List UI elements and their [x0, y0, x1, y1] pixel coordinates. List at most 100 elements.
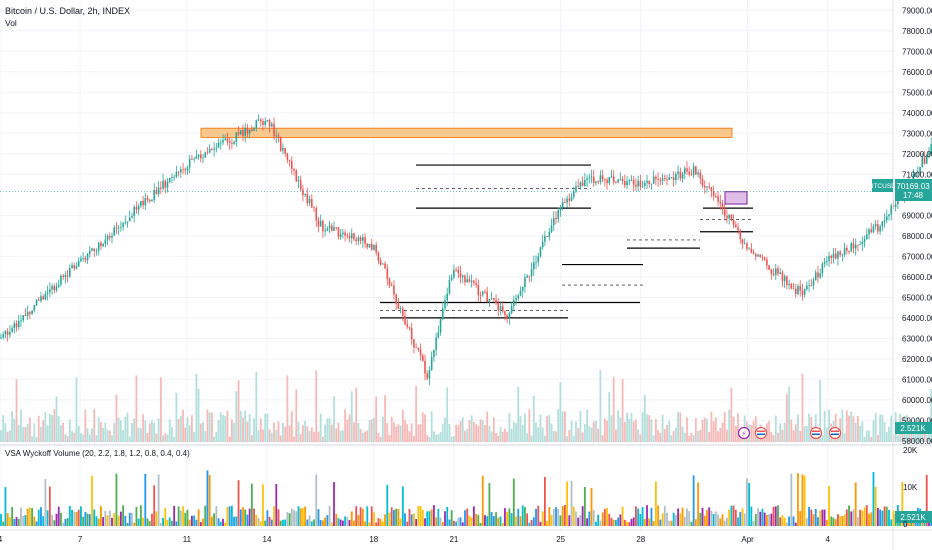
candle-body — [868, 229, 870, 235]
vsa-bar — [783, 517, 786, 526]
candle-body — [202, 157, 204, 159]
vsa-bar — [166, 520, 169, 526]
candle-body — [930, 144, 932, 153]
vsa-bar — [233, 516, 235, 526]
vsa-bar — [870, 512, 873, 526]
candle-body — [49, 289, 51, 293]
vsa-bar — [24, 515, 27, 526]
vsa-bar — [4, 487, 7, 526]
vsa-bar — [548, 507, 551, 526]
volume-bar — [801, 373, 804, 442]
us-flag-event-icon[interactable] — [754, 426, 768, 440]
candle-body — [219, 142, 222, 144]
volume-bar — [435, 434, 438, 442]
candle-body — [464, 275, 466, 283]
us-flag-event-icon[interactable] — [809, 426, 823, 440]
vsa-bar — [113, 513, 116, 526]
volume-bar — [641, 412, 644, 442]
volume-bar — [268, 429, 271, 442]
candle-body — [599, 175, 602, 182]
candle-body — [612, 176, 615, 183]
vsa-bar — [204, 505, 207, 526]
volume-bar — [297, 421, 300, 442]
volume-bar — [908, 432, 910, 442]
volume-bar — [879, 415, 882, 442]
volume-bar — [339, 430, 342, 442]
volume-bar — [586, 409, 588, 442]
us-flag-event-icon[interactable] — [828, 426, 842, 440]
volume-bar — [275, 430, 278, 442]
vsa-bar — [335, 513, 338, 526]
lightning-event-icon[interactable] — [737, 426, 751, 440]
volume-bar — [885, 432, 888, 442]
candle-body — [111, 235, 113, 238]
volume-bar — [117, 417, 120, 442]
vsa-bar — [33, 516, 36, 526]
candle-body — [586, 178, 588, 181]
volume-bar — [777, 432, 779, 442]
vsa-bar — [341, 520, 344, 526]
volume-bar — [792, 430, 795, 442]
vsa-bar — [157, 474, 160, 526]
candle-body — [46, 292, 49, 294]
vsa-bar — [570, 480, 573, 526]
vsa-bar — [674, 514, 677, 526]
volume-bar — [841, 409, 844, 442]
vsa-bar — [135, 506, 138, 526]
candle-body — [570, 197, 573, 201]
candle-body — [157, 187, 160, 195]
candle-body — [397, 303, 400, 309]
vsa-bar — [35, 521, 38, 526]
volume-bar — [204, 431, 207, 442]
candle-body — [708, 186, 710, 188]
candle-body — [131, 216, 133, 218]
volume-bar — [439, 431, 442, 442]
volume-bar — [635, 419, 637, 442]
vsa-bar — [888, 510, 890, 526]
candle-body — [488, 298, 491, 302]
vsa-bar — [60, 512, 62, 526]
candle-body — [866, 234, 868, 239]
vsa-bar — [526, 513, 529, 526]
vsa-bar — [877, 508, 879, 526]
highlight-box[interactable] — [724, 191, 748, 205]
volume-bar — [657, 430, 660, 442]
candle-body — [608, 177, 611, 184]
candle-body — [180, 169, 182, 173]
vsa-bar — [812, 514, 815, 526]
candle-body — [335, 227, 338, 228]
vsa-bar — [857, 517, 859, 526]
volume-bar — [93, 409, 96, 442]
volume-bar — [448, 423, 451, 442]
candle-body — [535, 262, 537, 263]
volume-bar — [293, 436, 295, 442]
vsa-bar — [579, 515, 582, 526]
vsa-scale-0: 0 — [903, 520, 908, 529]
candle-body — [504, 311, 506, 316]
vsa-bar — [530, 520, 533, 526]
volume-bar — [299, 433, 302, 442]
volume-bar — [22, 426, 25, 442]
volume-bar — [71, 431, 73, 442]
candle-body — [246, 128, 249, 134]
candle-body — [77, 261, 80, 267]
volume-bar — [679, 412, 682, 442]
candle-body — [481, 291, 484, 296]
vsa-bar — [237, 480, 240, 526]
volume-bar — [612, 376, 615, 442]
volume-bar — [426, 435, 429, 442]
volume-bar — [417, 424, 420, 442]
vsa-bar — [834, 519, 837, 526]
volume-bar — [106, 429, 109, 442]
candle-body — [406, 324, 409, 328]
candle-body — [735, 224, 737, 228]
candle-body — [89, 250, 91, 255]
volume-bar — [825, 427, 828, 442]
resistance-zone[interactable] — [200, 127, 733, 138]
vsa-bar — [686, 508, 688, 526]
vsa-bar — [515, 516, 517, 526]
candle-body — [701, 178, 704, 186]
volume-bar — [175, 392, 178, 442]
event-icons[interactable]: ⚡ — [737, 426, 842, 440]
